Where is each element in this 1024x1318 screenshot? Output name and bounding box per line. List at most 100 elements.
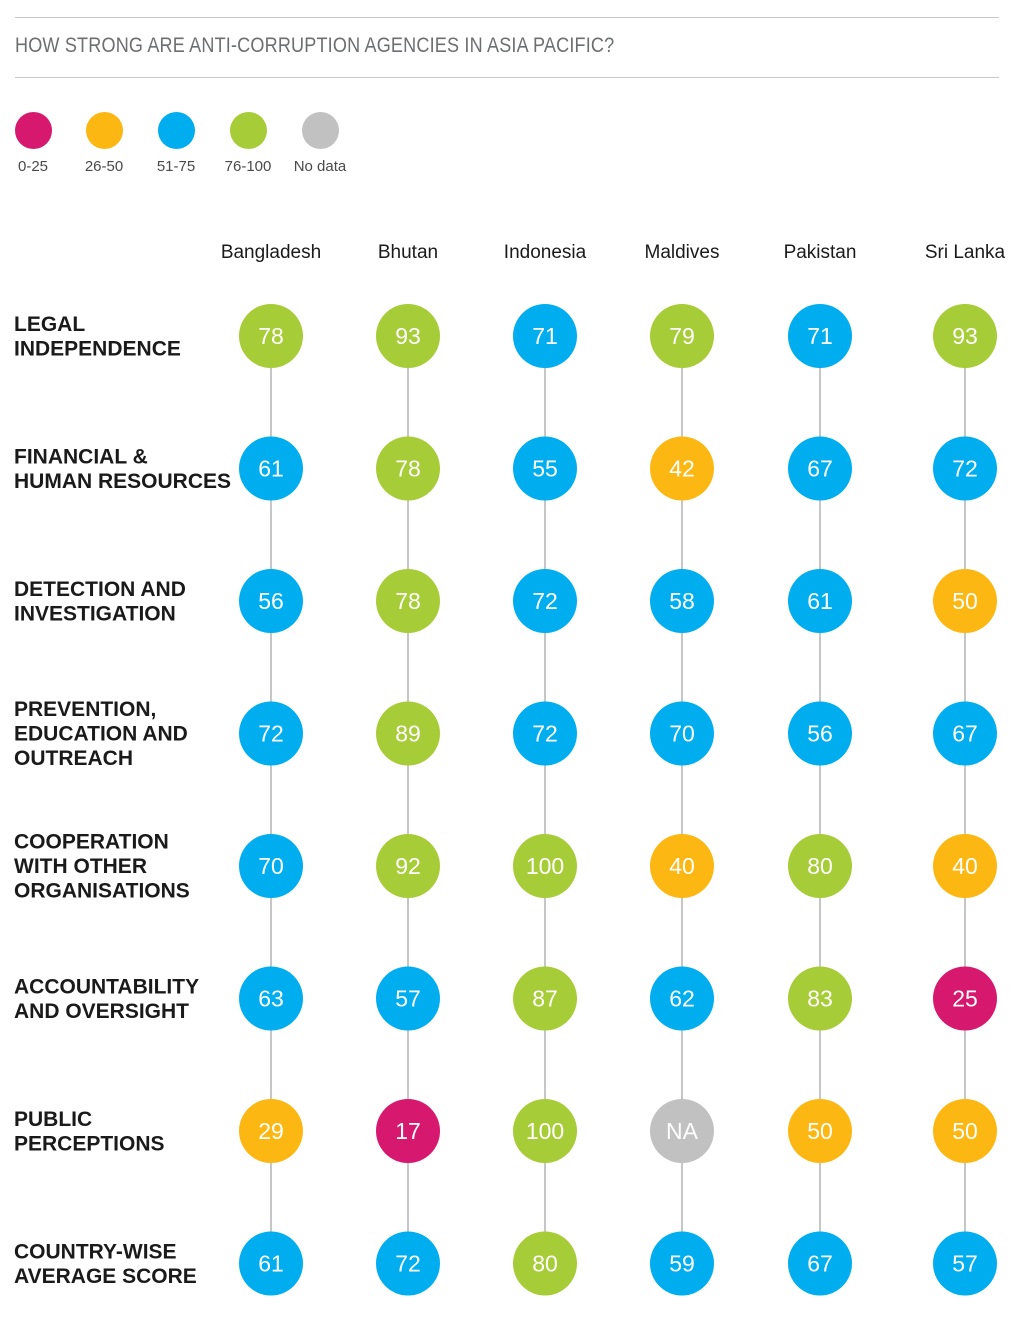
- score-dot: [650, 304, 714, 368]
- score-value: 42: [669, 456, 695, 482]
- column-header: Bhutan: [378, 242, 438, 263]
- score-value: 100: [526, 1118, 564, 1144]
- score-dot: [788, 304, 852, 368]
- score-value: 78: [395, 588, 421, 614]
- row-label: COOPERATION WITH OTHER ORGANISATIONS: [14, 831, 190, 903]
- column-header: Bangladesh: [221, 242, 321, 263]
- row-label-line: PERCEPTIONS: [14, 1132, 165, 1155]
- score-dot: [376, 834, 440, 898]
- score-value: 40: [952, 853, 978, 879]
- score-dot: [513, 304, 577, 368]
- score-value: 93: [952, 323, 978, 349]
- row-label-line: COOPERATION: [14, 831, 169, 854]
- score-value: 62: [669, 986, 695, 1012]
- top-rule: [15, 17, 999, 18]
- score-value: 80: [807, 853, 833, 879]
- legend-swatch: [85, 112, 123, 149]
- row-label-line: PUBLIC: [14, 1108, 92, 1131]
- score-value: 83: [807, 986, 833, 1012]
- score-value: 89: [395, 721, 421, 747]
- score-value: 67: [807, 1251, 833, 1277]
- score-dot: [933, 304, 997, 368]
- score-dot: [650, 1231, 714, 1296]
- score-dot: [933, 966, 997, 1031]
- score-dot: [788, 436, 852, 501]
- score-dot: [376, 304, 440, 368]
- score-dot: [650, 1099, 714, 1163]
- score-value: 56: [258, 588, 284, 614]
- score-dot: [933, 1231, 997, 1296]
- score-dot: [788, 834, 852, 898]
- score-dot: [513, 966, 577, 1031]
- score-dot: [788, 569, 852, 633]
- score-dot: [376, 1231, 440, 1296]
- row-label-line: INVESTIGATION: [14, 602, 176, 625]
- score-value: 56: [807, 721, 833, 747]
- score-value: 100: [526, 853, 564, 879]
- score-value: 25: [952, 986, 978, 1012]
- legend-swatch: [14, 112, 52, 149]
- score-value: 61: [807, 588, 833, 614]
- legend-swatch: [301, 112, 339, 149]
- score-dot: [513, 1231, 577, 1296]
- score-dot: [376, 966, 440, 1031]
- row-label-line: WITH OTHER: [14, 855, 147, 878]
- legend-swatch: [229, 112, 267, 149]
- score-dot: [933, 834, 997, 898]
- score-value: 92: [395, 853, 421, 879]
- score-dot: [376, 569, 440, 633]
- legend-label: 76-100: [224, 158, 272, 175]
- row-label: PUBLIC PERCEPTIONS: [14, 1108, 165, 1156]
- score-dot: [650, 834, 714, 898]
- score-value: 50: [807, 1118, 833, 1144]
- score-value: 17: [395, 1118, 421, 1144]
- score-dot: [239, 304, 303, 368]
- chart-title: HOW STRONG ARE ANTI-CORRUPTION AGENCIES …: [15, 34, 615, 57]
- score-value: 72: [395, 1251, 421, 1277]
- column-header: Maldives: [645, 242, 720, 263]
- score-value: 55: [532, 456, 558, 482]
- row-label: FINANCIAL & HUMAN RESOURCES: [14, 445, 231, 493]
- score-value: 61: [258, 1251, 284, 1277]
- score-value: 87: [532, 986, 558, 1012]
- row-label-line: PREVENTION,: [14, 698, 156, 721]
- score-dot: [933, 569, 997, 633]
- column-header: Sri Lanka: [925, 242, 1006, 263]
- score-dot: [239, 966, 303, 1031]
- legend-swatch: [157, 112, 195, 149]
- legend-label: 51-75: [156, 158, 196, 175]
- score-value: 59: [669, 1251, 695, 1277]
- row-label: ACCOUNTABILITY AND OVERSIGHT: [14, 975, 199, 1023]
- score-dot: [650, 701, 714, 766]
- score-value: 70: [669, 721, 695, 747]
- score-dot: [788, 1231, 852, 1296]
- score-value: 72: [952, 456, 978, 482]
- score-dot: [788, 966, 852, 1031]
- score-value: 93: [395, 323, 421, 349]
- score-value: 57: [395, 986, 421, 1012]
- score-value: 50: [952, 588, 978, 614]
- row-label-line: EDUCATION AND: [14, 723, 188, 746]
- legend-item: No data: [280, 112, 360, 175]
- row-label-line: DETECTION AND: [14, 578, 186, 601]
- row-label-line: AVERAGE SCORE: [14, 1265, 197, 1288]
- legend-label: 26-50: [84, 158, 124, 175]
- column-header: Pakistan: [784, 242, 857, 263]
- score-dot: [650, 966, 714, 1031]
- score-value: 71: [807, 323, 833, 349]
- score-dot: [239, 701, 303, 766]
- score-dot: [239, 1231, 303, 1296]
- score-value: 72: [258, 721, 284, 747]
- score-value: 50: [952, 1118, 978, 1144]
- score-value: 58: [669, 588, 695, 614]
- score-value: 72: [532, 721, 558, 747]
- score-dot: [933, 1099, 997, 1163]
- score-dot: [376, 701, 440, 766]
- legend-item: 26-50: [64, 112, 144, 175]
- score-value: NA: [666, 1118, 699, 1144]
- score-dot: [239, 1099, 303, 1163]
- score-dot: [788, 701, 852, 766]
- score-value: 72: [532, 588, 558, 614]
- score-dot: [650, 569, 714, 633]
